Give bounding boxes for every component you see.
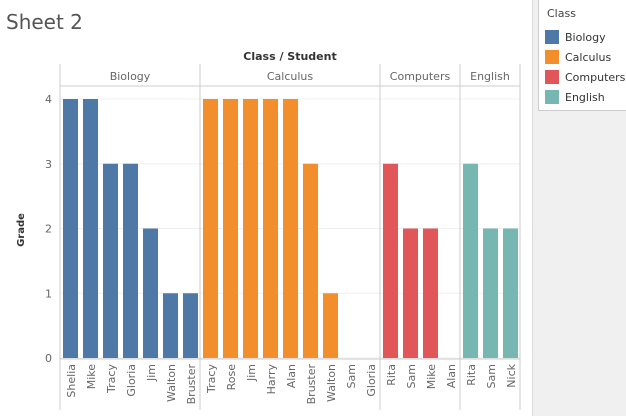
legend-label: English (565, 90, 605, 104)
bar (383, 163, 398, 358)
bar (223, 99, 238, 358)
x-tick-label: Rita (465, 364, 478, 386)
x-tick-label: Mike (85, 364, 98, 390)
x-tick-label: Alan (285, 364, 298, 388)
bar (283, 99, 298, 358)
legend-title: Class (547, 7, 576, 20)
x-tick-label: Sam (345, 364, 358, 388)
bar (423, 228, 438, 358)
legend-item-english[interactable]: English (545, 90, 605, 104)
bar (83, 99, 98, 358)
bar (323, 293, 338, 358)
bar (63, 99, 78, 358)
x-tick-label: Sam (405, 364, 418, 388)
bar-chart: Class / Student 0 1 2 3 4 Grade Biology Shelia Mi… (16, 50, 521, 410)
x-tick-label: Gloria (125, 364, 138, 397)
y-tick-label: 1 (45, 287, 52, 300)
y-axis-label: Grade (16, 213, 27, 247)
bar (203, 99, 218, 358)
x-tick-label: Jim (245, 364, 258, 382)
bar (483, 228, 498, 358)
x-tick-label: Alan (445, 364, 458, 388)
pane-header-calculus: Calculus (267, 70, 314, 83)
bar (143, 228, 158, 358)
bar (263, 99, 278, 358)
chart-title: Class / Student (243, 50, 336, 63)
y-tick-label: 3 (45, 158, 52, 171)
y-tick-label: 4 (45, 93, 52, 106)
legend-label: Biology (565, 30, 606, 44)
legend-swatch (545, 50, 559, 64)
x-tick-label: Jim (145, 364, 158, 382)
x-tick-label: Nick (505, 363, 518, 387)
x-tick-label: Harry (265, 364, 278, 395)
x-tick-label: Shelia (65, 364, 78, 398)
bar (503, 228, 518, 358)
legend-item-biology[interactable]: Biology (545, 30, 606, 44)
x-tick-label: Walton (325, 364, 338, 402)
bar (463, 163, 478, 358)
sheet-title: Sheet 2 (6, 10, 83, 34)
y-tick-label: 2 (45, 223, 52, 236)
x-tick-label: Bruster (305, 364, 318, 405)
x-tick-label: Mike (425, 364, 438, 390)
x-tick-label: Rose (225, 364, 238, 391)
legend-label: Calculus (565, 50, 612, 64)
x-tick-label: Tracy (205, 364, 218, 394)
legend-label: Computers (565, 70, 626, 84)
legend-swatch (545, 30, 559, 44)
legend-swatch (545, 70, 559, 84)
legend-item-computers[interactable]: Computers (545, 70, 625, 84)
legend-item-calculus[interactable]: Calculus (545, 50, 611, 64)
x-tick-label: Rita (385, 364, 398, 386)
x-tick-label: Tracy (105, 364, 118, 394)
x-tick-label: Sam (485, 364, 498, 388)
bar (303, 163, 318, 358)
bar (403, 228, 418, 358)
x-tick-label: Bruster (185, 364, 198, 405)
pane-header-biology: Biology (110, 70, 151, 83)
bar (243, 99, 258, 358)
bar (103, 163, 118, 358)
bar (163, 293, 178, 358)
bar (123, 163, 138, 358)
pane-header-computers: Computers (390, 70, 451, 83)
x-tick-label: Gloria (365, 364, 378, 397)
x-tick-label: Walton (165, 364, 178, 402)
bar (183, 293, 198, 358)
y-tick-label: 0 (45, 352, 52, 365)
pane-header-english: English (470, 70, 510, 83)
legend-swatch (545, 90, 559, 104)
legend[interactable]: Class Biology Calculus Computers English (538, 0, 626, 111)
